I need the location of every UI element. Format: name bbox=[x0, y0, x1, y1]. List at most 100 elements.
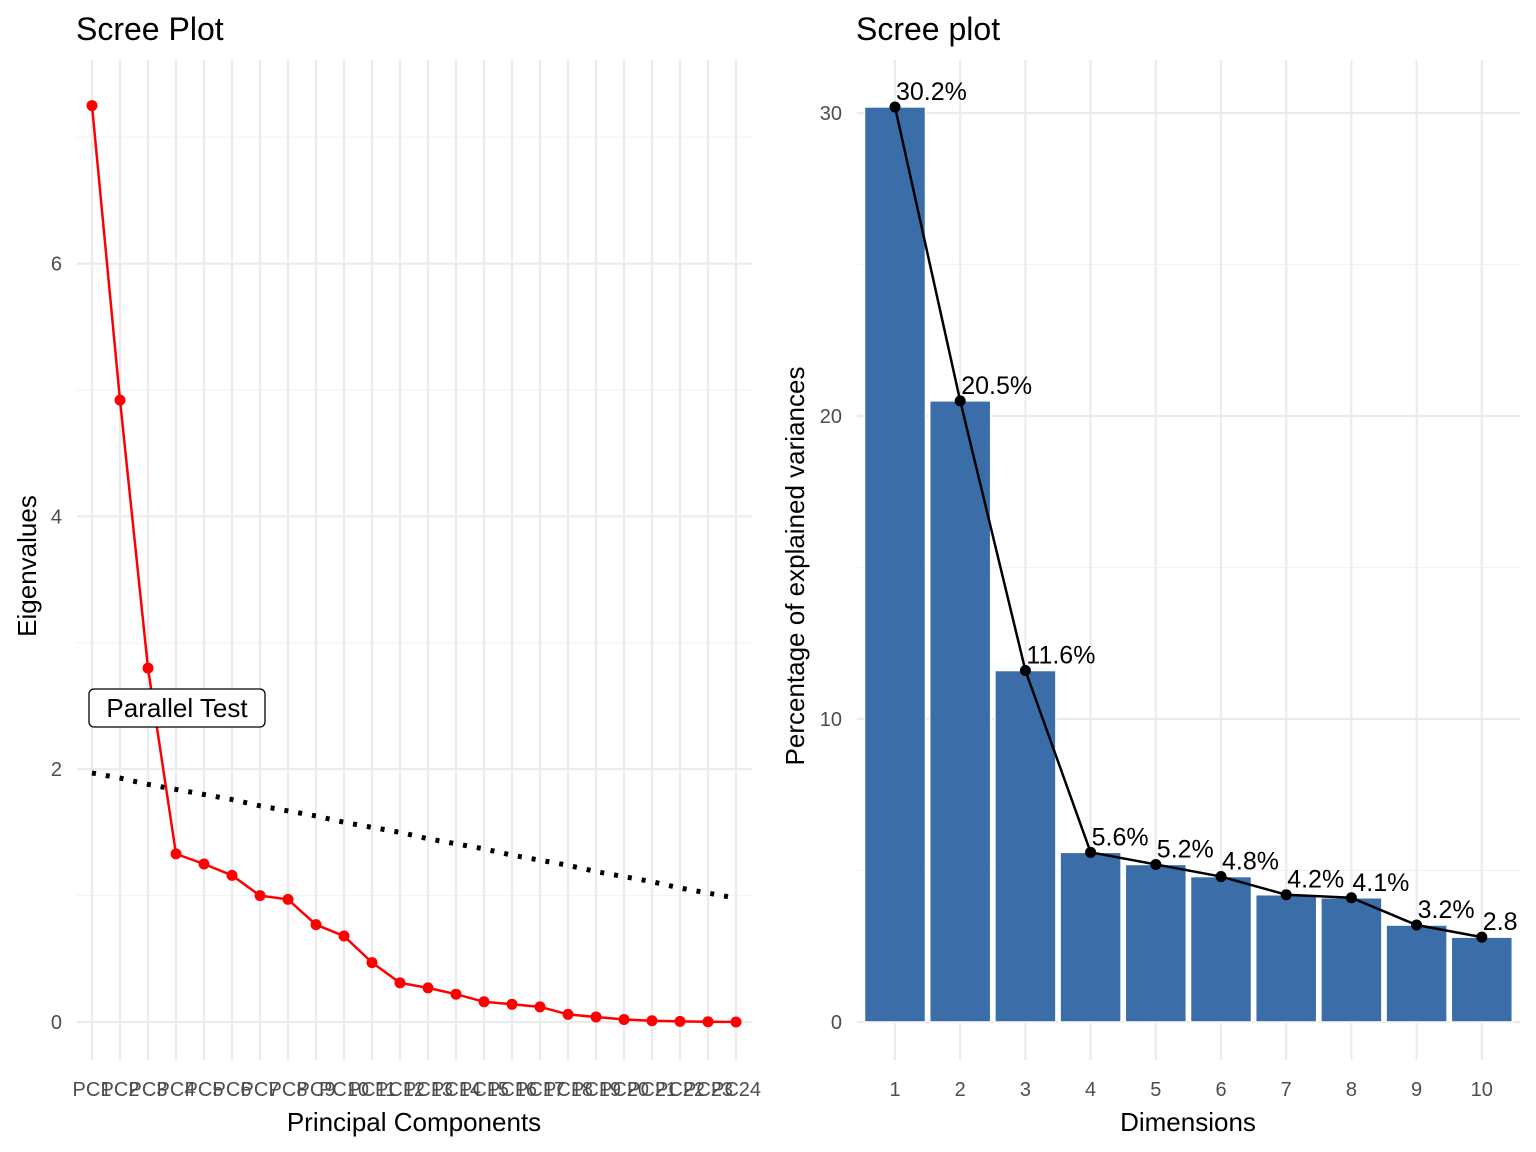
eigenvalue-point bbox=[198, 858, 210, 870]
left-x-tick-label: PC10 bbox=[319, 1079, 369, 1101]
eigenvalue-point bbox=[506, 998, 518, 1010]
left-x-tick-label: PC1 bbox=[73, 1079, 112, 1101]
eigenvalue-point bbox=[114, 394, 126, 406]
eigenvalue-point bbox=[702, 1016, 714, 1028]
left-x-tick-label: PC6 bbox=[213, 1079, 252, 1101]
left-x-tick-label: PC23 bbox=[683, 1079, 733, 1101]
left-chart-title: Scree Plot bbox=[76, 11, 224, 47]
variance-bar bbox=[928, 400, 992, 1023]
variance-bar bbox=[1254, 893, 1318, 1023]
left-x-tick-label: PC8 bbox=[269, 1079, 308, 1101]
eigenvalue-line bbox=[90, 105, 737, 1024]
eigenvalue-point bbox=[646, 1015, 658, 1027]
variance-point bbox=[1085, 846, 1097, 858]
eigenvalue-point bbox=[674, 1015, 686, 1027]
variance-bar bbox=[1059, 851, 1122, 1023]
eigenvalue-point bbox=[534, 1001, 546, 1013]
right-x-tick-label: 6 bbox=[1215, 1079, 1226, 1101]
eigenvalue-point bbox=[254, 890, 266, 902]
variance-bars bbox=[863, 106, 1514, 1023]
left-x-tick-label: PC12 bbox=[375, 1079, 425, 1101]
variance-point bbox=[1019, 665, 1031, 677]
left-x-tick-label: PC15 bbox=[459, 1079, 509, 1101]
eigenvalue-scree-chart: Scree Plot 0 2 4 6 PC1PC2PC3PC4PC5PC6PC7PC8… bbox=[12, 11, 761, 1137]
eigenvalue-point bbox=[142, 662, 154, 674]
right-y-tick-label: 0 bbox=[831, 1012, 842, 1034]
eigenvalue-point bbox=[310, 919, 322, 931]
variance-bar bbox=[994, 669, 1057, 1023]
left-x-tick-label: PC16 bbox=[487, 1079, 537, 1101]
right-x-tick-label: 5 bbox=[1150, 1079, 1161, 1101]
variance-data-label: 5.2% bbox=[1157, 835, 1214, 863]
eigenvalue-point bbox=[730, 1016, 742, 1028]
left-x-tick-label: PC19 bbox=[571, 1079, 621, 1101]
variance-point bbox=[1411, 919, 1423, 931]
variance-bar bbox=[1124, 863, 1188, 1023]
right-x-axis-title: Dimensions bbox=[1120, 1107, 1256, 1137]
right-y-axis-title: Percentage of explained variances bbox=[780, 367, 810, 766]
left-x-tick-label: PC2 bbox=[101, 1079, 140, 1101]
variance-bar bbox=[1189, 875, 1253, 1023]
annotation-box bbox=[88, 688, 266, 728]
left-x-tick-label: PC5 bbox=[185, 1079, 224, 1101]
right-x-tick-label: 3 bbox=[1020, 1079, 1031, 1101]
variance-line bbox=[889, 101, 1488, 943]
left-x-tick-label: PC11 bbox=[348, 1079, 397, 1101]
left-y-axis-title: Eigenvalues bbox=[12, 495, 42, 637]
left-x-tick-labels: PC1PC2PC3PC4PC5PC6PC7PC8PC9PC10PC11PC12P… bbox=[73, 1079, 761, 1101]
variance-connecting-line bbox=[893, 106, 1483, 939]
left-y-tick-label: 0 bbox=[51, 1012, 62, 1034]
right-x-tick-label: 7 bbox=[1281, 1079, 1292, 1101]
eigenvalue-point bbox=[590, 1011, 602, 1023]
left-x-tick-label: PC3 bbox=[129, 1079, 168, 1101]
right-x-tick-label: 4 bbox=[1085, 1079, 1096, 1101]
annotation-label: Parallel Test bbox=[106, 693, 248, 723]
left-x-tick-label: PC20 bbox=[599, 1079, 649, 1101]
left-x-axis-title: Principal Components bbox=[287, 1107, 541, 1137]
left-x-tick-label: PC9 bbox=[297, 1079, 336, 1101]
eigenvalue-point bbox=[86, 100, 98, 112]
eigenvalue-series bbox=[86, 100, 742, 1028]
right-chart-title: Scree plot bbox=[856, 11, 1000, 47]
variance-data-label: 11.6% bbox=[1026, 642, 1095, 670]
eigenvalue-point bbox=[226, 869, 238, 881]
left-y-tick-label: 6 bbox=[51, 254, 62, 276]
variance-bar bbox=[1320, 897, 1383, 1023]
left-x-tick-label: PC22 bbox=[655, 1079, 705, 1101]
right-x-tick-label: 2 bbox=[955, 1079, 966, 1101]
variance-point bbox=[954, 395, 966, 407]
parallel-test-annotation: Parallel Test bbox=[88, 688, 266, 728]
eigenvalue-point bbox=[618, 1013, 630, 1025]
left-y-tick-label: 2 bbox=[51, 759, 62, 781]
variance-point bbox=[1345, 892, 1357, 904]
eigenvalue-point bbox=[478, 996, 490, 1008]
eigenvalue-point bbox=[170, 848, 182, 860]
left-x-tick-label: PC13 bbox=[403, 1079, 453, 1101]
parallel-test-dotted-line bbox=[91, 770, 737, 901]
left-x-tick-label: PC4 bbox=[157, 1079, 196, 1101]
variance-bar bbox=[863, 106, 927, 1023]
left-x-tick-label: PC14 bbox=[431, 1079, 481, 1101]
variance-scree-chart: Scree plot 0 10 20 30 1 2 3 4 5 6 7 8 9 10 30.2% 20.5… bbox=[780, 11, 1520, 1137]
variance-point bbox=[1280, 889, 1292, 901]
right-y-tick-label: 30 bbox=[820, 103, 842, 125]
variance-data-label: 20.5% bbox=[961, 372, 1032, 400]
variance-data-label: 2.8 bbox=[1483, 908, 1518, 936]
right-x-tick-label: 9 bbox=[1411, 1079, 1422, 1101]
variance-point bbox=[1215, 871, 1227, 883]
variance-bar bbox=[1450, 936, 1514, 1023]
right-y-tick-label: 20 bbox=[820, 406, 842, 428]
left-y-tick-label: 4 bbox=[51, 506, 62, 528]
variance-data-label: 4.2% bbox=[1287, 866, 1344, 894]
eigenvalue-point bbox=[450, 988, 462, 1000]
left-x-tick-label: PC7 bbox=[241, 1079, 280, 1101]
left-x-tick-label: PC24 bbox=[711, 1079, 761, 1101]
variance-data-label: 4.8% bbox=[1222, 848, 1279, 876]
eigenvalue-point bbox=[562, 1008, 574, 1020]
variance-data-label: 5.6% bbox=[1092, 823, 1149, 851]
variance-data-label: 3.2% bbox=[1418, 896, 1475, 924]
eigenvalue-point bbox=[394, 977, 406, 989]
parallel-test-line bbox=[91, 770, 737, 901]
right-x-tick-labels: 1 2 3 4 5 6 7 8 9 10 bbox=[889, 1079, 1492, 1101]
